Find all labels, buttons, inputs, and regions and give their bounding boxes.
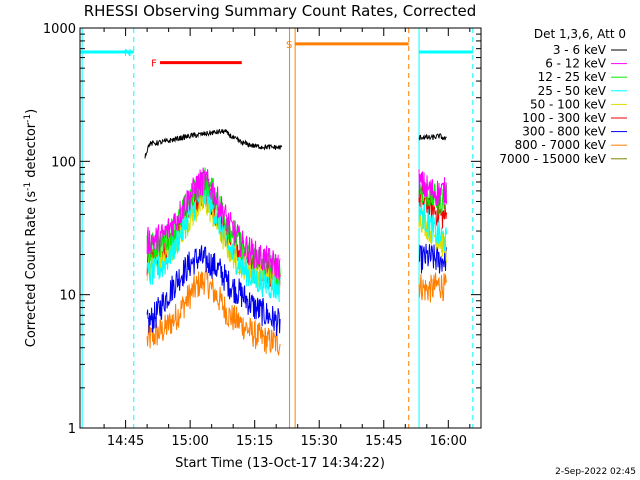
chart-title: RHESSI Observing Summary Count Rates, Co… <box>84 2 477 20</box>
legend-label: 50 - 100 keV <box>530 97 607 111</box>
x-axis-label: Start Time (13-Oct-17 14:34:22) <box>175 456 385 471</box>
x-tick-label: 14:45 <box>107 434 144 449</box>
series-layer <box>144 128 447 356</box>
flag-bar-label: N <box>124 48 131 59</box>
legend-label: 300 - 800 keV <box>522 125 606 139</box>
series-line <box>418 169 447 206</box>
series-line <box>418 133 447 141</box>
footer-timestamp: 2-Sep-2022 02:45 <box>555 467 636 477</box>
y-tick-label: 1000 <box>43 22 76 37</box>
x-tick-label: 15:15 <box>236 434 273 449</box>
x-tick-label: 15:30 <box>300 434 337 449</box>
series-line <box>144 128 283 159</box>
flag-bar-label: S <box>286 40 292 51</box>
series-line <box>146 181 281 303</box>
legend-label: 100 - 300 keV <box>522 111 606 125</box>
legend-label: 12 - 25 keV <box>538 70 607 84</box>
instrument-flag-bars: N F S <box>80 40 473 70</box>
y-tick-label: 1 <box>68 422 76 437</box>
x-tick-label: 16:00 <box>430 434 467 449</box>
series-line <box>146 266 281 356</box>
legend-label: 25 - 50 keV <box>538 84 607 98</box>
series-line <box>146 167 281 281</box>
flag-bar-label: F <box>151 59 157 70</box>
x-tick-label: 15:00 <box>171 434 208 449</box>
y-axis-label-part1: Corrected Count Rate (s <box>24 191 39 348</box>
legend-title: Det 1,3,6, Att 0 <box>534 27 626 41</box>
y-axis-label-sup1: -1 <box>23 182 33 191</box>
y-tick-label: 100 <box>51 155 76 170</box>
y-axis-label-part2: detector <box>24 122 39 182</box>
series-line <box>418 272 447 303</box>
series-line <box>418 200 447 252</box>
y-axis-ticks: 1 10 100 1000 <box>43 22 481 437</box>
plot-frame <box>79 27 482 429</box>
y-tick-label: 10 <box>59 289 76 304</box>
y-axis-label-sup2: -1 <box>23 114 33 123</box>
series-line <box>146 245 281 337</box>
y-axis-label: Corrected Count Rate (s-1 detector-1) <box>23 109 39 347</box>
x-axis-ticks: 14:45 15:00 15:15 15:30 15:45 16:00 <box>103 28 471 449</box>
series-line <box>418 243 447 274</box>
legend-label: 3 - 6 keV <box>553 43 607 57</box>
x-tick-label: 15:45 <box>365 434 402 449</box>
legend-label: 800 - 7000 keV <box>515 138 607 152</box>
y-axis-label-tail: ) <box>24 109 39 114</box>
legend-label: 7000 - 15000 keV <box>499 152 606 166</box>
legend-label: 6 - 12 keV <box>545 57 607 71</box>
